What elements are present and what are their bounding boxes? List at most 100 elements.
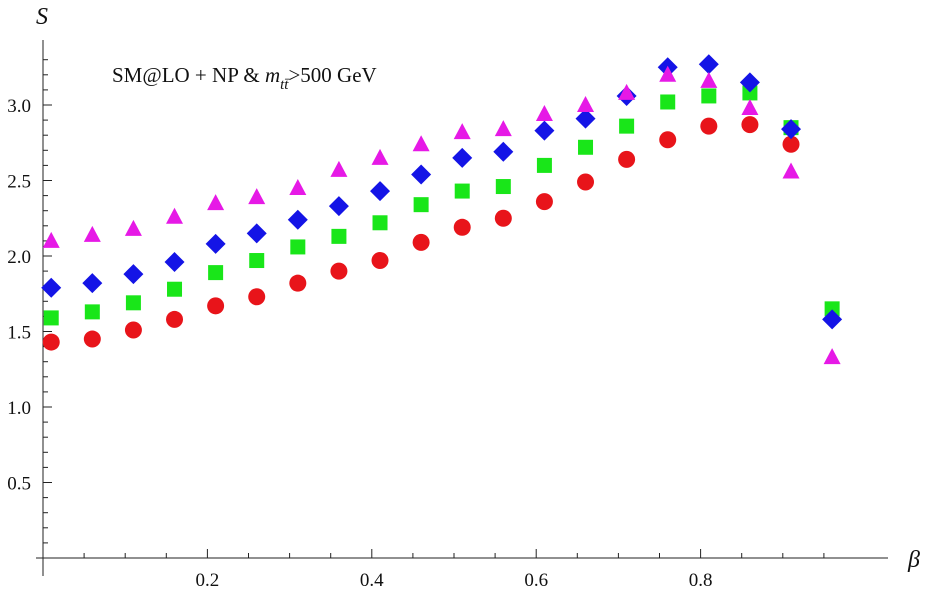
y-tick-label: 2.0 [7, 247, 31, 268]
data-point-diamond [328, 196, 349, 217]
data-point-triangle [330, 160, 348, 177]
data-point-square [125, 295, 141, 311]
data-point-diamond [575, 108, 596, 129]
data-point-circle [166, 310, 184, 328]
data-point-diamond [822, 309, 843, 330]
data-point-diamond [411, 164, 432, 185]
data-point-triangle [700, 71, 718, 88]
data-point-circle [535, 193, 553, 211]
ticks: 0.2 0.4 0.6 0.8 0.5 1.0 1.5 2.0 2.5 3.0 [7, 59, 825, 591]
data-point-diamond [739, 72, 760, 93]
data-point-triangle [124, 219, 142, 236]
plot-annotation: SM@LO + NP & mtt̄>500 GeV [112, 63, 377, 93]
data-point-triangle [83, 225, 101, 242]
data-point-triangle [618, 83, 636, 100]
annotation-sub: tt̄ [280, 77, 290, 93]
series-circle [42, 116, 800, 351]
data-point-square [331, 228, 347, 244]
data-point-triangle [535, 105, 553, 122]
x-axis-label: β [907, 547, 920, 573]
data-point-circle [782, 135, 800, 153]
x-tick-label: 0.2 [196, 570, 220, 591]
data-point-square [43, 310, 59, 326]
data-point-diamond [82, 273, 103, 294]
data-point-square [84, 304, 100, 320]
data-point-circle [248, 288, 266, 306]
data-point-triangle [42, 231, 60, 248]
x-tick-label: 0.8 [689, 570, 713, 591]
data-point-square [290, 239, 306, 255]
series-square [43, 85, 840, 326]
y-tick-label: 3.0 [7, 96, 31, 117]
data-point-square [578, 139, 594, 155]
data-point-square [495, 179, 511, 195]
data-points [41, 54, 843, 365]
data-point-circle [207, 297, 225, 315]
data-point-square [742, 85, 758, 101]
data-point-diamond [370, 181, 391, 202]
data-point-triangle [741, 99, 759, 116]
data-point-circle [289, 274, 307, 292]
annotation-var: m [265, 63, 280, 87]
x-tick-label: 0.4 [360, 570, 384, 591]
data-point-triangle [453, 123, 471, 140]
annotation-prefix: SM@LO + NP & [112, 63, 265, 87]
y-tick-label: 0.5 [7, 474, 31, 495]
data-point-diamond [205, 233, 226, 254]
data-point-diamond [164, 252, 185, 273]
data-point-diamond [246, 223, 267, 244]
data-point-circle [494, 209, 512, 227]
data-point-triangle [248, 188, 266, 205]
series-diamond [41, 54, 843, 330]
data-point-diamond [698, 54, 719, 75]
data-point-square [536, 157, 552, 173]
y-axis-label: S [36, 4, 48, 30]
data-point-circle [412, 233, 430, 251]
data-point-triangle [207, 194, 225, 211]
y-tick-label: 1.5 [7, 323, 31, 344]
data-point-square [619, 118, 635, 134]
data-point-circle [741, 116, 759, 134]
data-point-square [824, 301, 840, 317]
data-point-circle [577, 173, 595, 191]
data-point-diamond [123, 264, 144, 285]
y-tick-label: 2.5 [7, 172, 31, 193]
data-point-triangle [823, 348, 841, 365]
x-tick-label: 0.6 [524, 570, 548, 591]
data-point-triangle [782, 162, 800, 179]
data-point-circle [124, 321, 142, 339]
data-point-circle [453, 218, 471, 236]
data-point-square [167, 281, 183, 297]
data-point-triangle [289, 179, 307, 196]
data-point-triangle [412, 135, 430, 152]
data-point-square [372, 215, 388, 231]
data-point-triangle [494, 120, 512, 137]
data-point-square [249, 253, 265, 269]
y-tick-label: 1.0 [7, 398, 31, 419]
data-point-diamond [493, 141, 514, 162]
data-point-diamond [534, 120, 555, 141]
data-point-diamond [452, 147, 473, 168]
data-point-square [208, 265, 224, 281]
annotation-suffix: >500 GeV [288, 63, 376, 87]
data-point-circle [330, 262, 348, 280]
data-point-square [413, 197, 429, 213]
data-point-triangle [659, 65, 677, 82]
data-point-circle [659, 131, 677, 149]
data-point-triangle [371, 148, 389, 165]
data-point-circle [42, 333, 60, 351]
data-point-circle [700, 117, 718, 135]
data-point-circle [83, 330, 101, 348]
data-point-square [454, 183, 470, 199]
data-point-circle [371, 252, 389, 270]
axes [36, 40, 888, 576]
series-triangle [42, 65, 841, 365]
data-point-square [660, 94, 676, 110]
data-point-triangle [577, 96, 595, 112]
data-point-circle [618, 150, 636, 168]
data-point-square [701, 88, 717, 104]
data-point-diamond [781, 119, 802, 140]
data-point-triangle [166, 207, 184, 224]
data-point-diamond [287, 209, 308, 230]
